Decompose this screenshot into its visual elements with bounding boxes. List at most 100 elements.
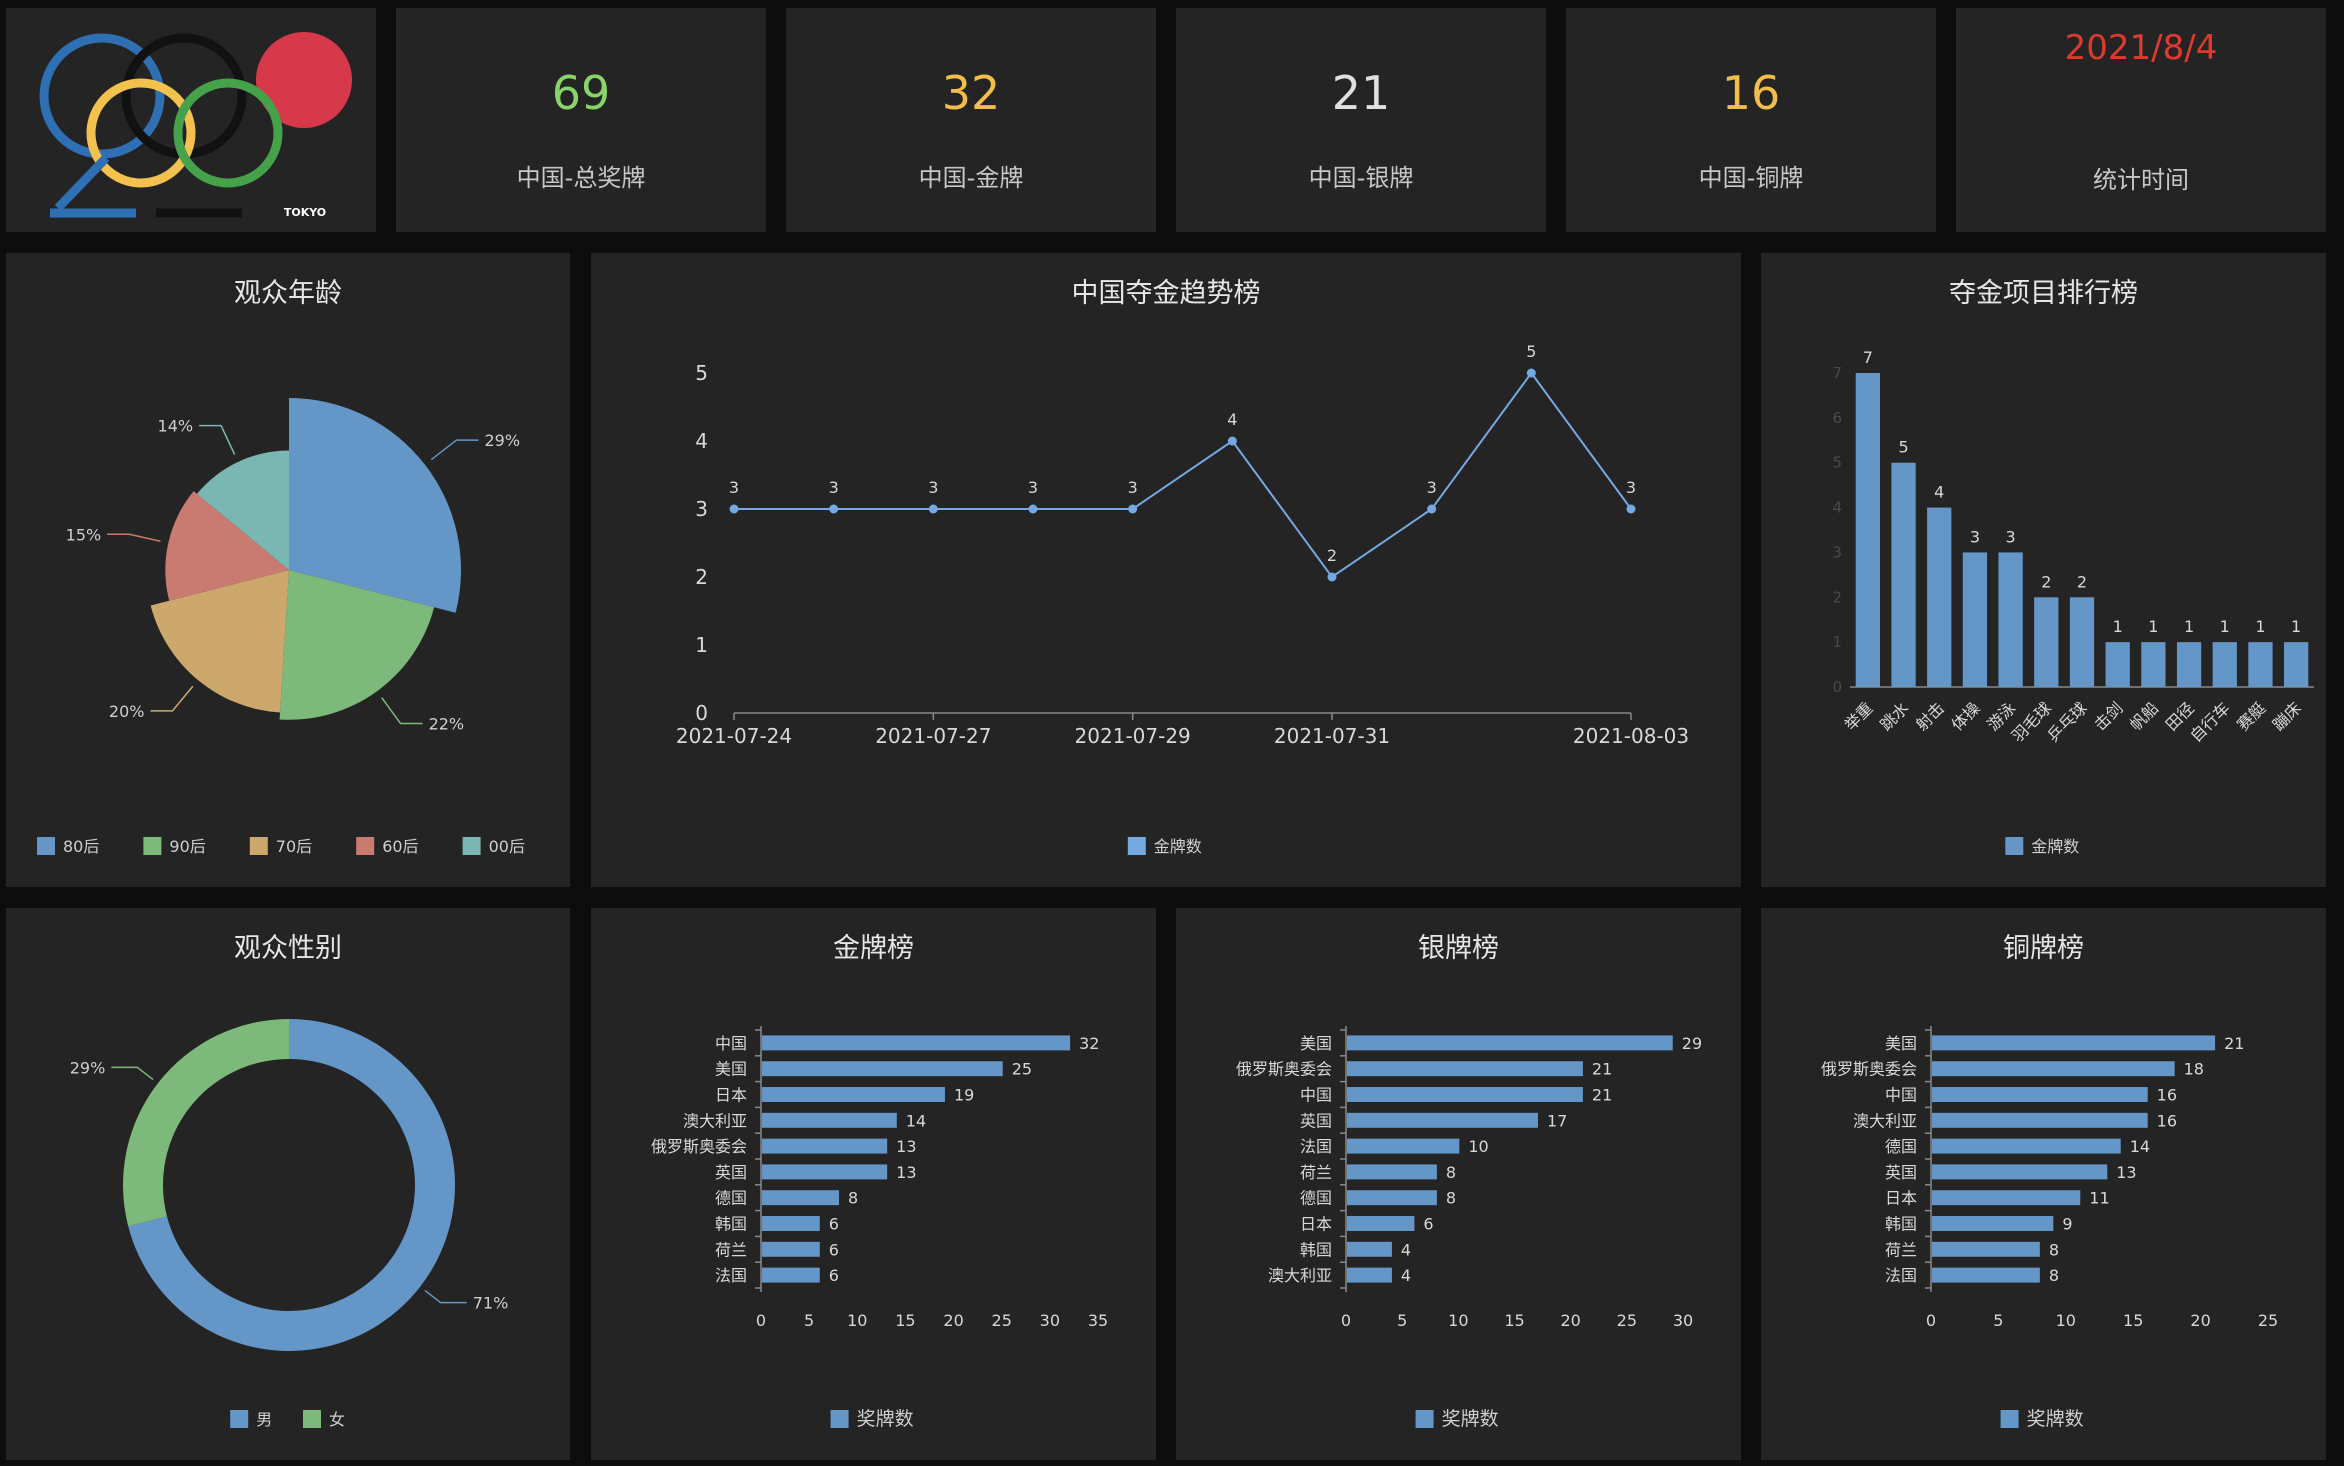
donut-label: 29% xyxy=(70,1058,106,1077)
trend-value-label: 5 xyxy=(1526,342,1536,361)
bar-value-label: 8 xyxy=(2049,1266,2059,1285)
medal-bar xyxy=(1347,1112,1538,1128)
x-tick-label: 20 xyxy=(2190,1311,2210,1330)
rose-slice xyxy=(279,570,435,720)
event-value-label: 3 xyxy=(2006,527,2016,546)
bronze-panel: 铜牌榜 美国 21 俄罗斯奥委会 18 中国 16 澳大利亚 16 德国 14 英国 13 日本 11 韩国… xyxy=(1761,908,2326,1460)
event-value-label: 5 xyxy=(1898,438,1908,457)
event-value-label: 1 xyxy=(2255,617,2265,636)
x-tick-label: 15 xyxy=(895,1311,915,1330)
bar-value-label: 17 xyxy=(1547,1111,1567,1130)
event-value-label: 1 xyxy=(2113,617,2123,636)
x-tick-label: 2021-07-27 xyxy=(875,724,991,748)
stat-gold-value: 32 xyxy=(941,66,1001,120)
event-category-label: 跳水 xyxy=(1876,698,1912,734)
bar-value-label: 14 xyxy=(2130,1137,2150,1156)
bar-category-label: 英国 xyxy=(1300,1111,1332,1130)
bar-category-label: 法国 xyxy=(1885,1266,1917,1285)
gender-panel: 观众性别 71% 29% 男 女 xyxy=(6,908,570,1460)
legend-swatch xyxy=(303,1410,321,1428)
rose-slice xyxy=(196,450,289,570)
legend-swatch xyxy=(2000,1410,2019,1428)
bar-category-label: 英国 xyxy=(715,1163,747,1182)
ring-black xyxy=(121,33,247,159)
y-tick-label: 7 xyxy=(1832,364,1842,382)
event-category-label: 击剑 xyxy=(2090,698,2126,734)
event-bar xyxy=(1927,507,1952,687)
bar-value-label: 6 xyxy=(1423,1215,1433,1234)
event-category-label: 羽毛球 xyxy=(2008,698,2055,745)
medal-bar xyxy=(762,1035,1071,1051)
bar-category-label: 德国 xyxy=(1300,1189,1332,1208)
trend-chart: 0 1 2 3 4 5 2021-07-24 2021-07-27 2021-07-29 2021… xyxy=(676,342,1689,856)
legend-swatch xyxy=(830,1410,849,1428)
medal-bar xyxy=(762,1241,820,1257)
bar-category-label: 美国 xyxy=(715,1060,747,1079)
legend-swatch xyxy=(2005,837,2024,855)
trend-value-label: 3 xyxy=(1128,478,1138,497)
x-tick-label: 10 xyxy=(2056,1311,2076,1330)
bar-category-label: 荷兰 xyxy=(715,1240,747,1259)
event-value-label: 3 xyxy=(1970,527,1980,546)
medal-bar xyxy=(1932,1138,2121,1154)
legend-swatch xyxy=(462,837,481,855)
rose-leader-line xyxy=(150,685,194,712)
stat-date-panel: 2021/8/4 统计时间 xyxy=(1956,8,2326,232)
rose-label: 14% xyxy=(158,417,194,436)
x-tick-label: 30 xyxy=(1040,1311,1060,1330)
bar-category-label: 澳大利亚 xyxy=(683,1111,747,1130)
x-tick-label: 2021-07-31 xyxy=(1274,724,1390,748)
y-tick-label: 3 xyxy=(695,497,708,521)
bar-category-label: 荷兰 xyxy=(1300,1163,1332,1182)
rose-label: 22% xyxy=(429,715,465,734)
trend-point xyxy=(1227,436,1237,446)
x-tick-label: 25 xyxy=(1617,1311,1637,1330)
gold-chart: 中国 32 美国 25 日本 19 澳大利亚 14 俄罗斯奥委会 13 英国 13 德国 8 韩国 6 荷兰 6 法… xyxy=(651,1026,1108,1430)
medal-bar xyxy=(1932,1241,2040,1257)
x-tick-label: 0 xyxy=(1341,1311,1351,1330)
x-tick-label: 15 xyxy=(1504,1311,1524,1330)
x-tick-label: 30 xyxy=(1673,1311,1693,1330)
bar-category-label: 英国 xyxy=(1885,1163,1917,1182)
medal-bar xyxy=(762,1061,1003,1077)
trend-value-label: 3 xyxy=(1427,478,1437,497)
x-tick-label: 5 xyxy=(1993,1311,2003,1330)
rose-slice xyxy=(165,491,289,601)
medal-bar xyxy=(1932,1164,2108,1180)
bar-value-label: 8 xyxy=(1446,1189,1456,1208)
medal-bar xyxy=(1347,1087,1583,1102)
trend-panel: 中国夺金趋势榜 0 1 2 3 4 5 2021-07-24 2021-07-27 2021-0… xyxy=(591,253,1741,887)
events-title: 夺金项目排行榜 xyxy=(1949,278,2138,309)
event-bar xyxy=(1998,552,2023,687)
event-value-label: 7 xyxy=(1863,348,1873,367)
event-category-label: 蹦床 xyxy=(2269,698,2305,734)
legend-swatch xyxy=(230,1410,249,1428)
bar-value-label: 4 xyxy=(1401,1240,1411,1259)
bar-value-label: 29 xyxy=(1682,1034,1702,1053)
x-tick-label: 20 xyxy=(1560,1311,1580,1330)
stat-date-label: 统计时间 xyxy=(2093,166,2189,194)
bar-category-label: 俄罗斯奥委会 xyxy=(1821,1060,1917,1079)
y-tick-label: 0 xyxy=(695,701,708,725)
bar-category-label: 中国 xyxy=(715,1034,747,1053)
trend-value-label: 3 xyxy=(1028,478,1038,497)
stat-gold-panel: 32 中国-金牌 xyxy=(786,8,1156,232)
event-value-label: 1 xyxy=(2184,617,2194,636)
legend-swatch xyxy=(1127,837,1146,855)
event-bar xyxy=(2069,597,2095,687)
y-tick-label: 5 xyxy=(1832,454,1842,472)
event-category-label: 体操 xyxy=(1948,698,1984,734)
y-tick-label: 4 xyxy=(1832,499,1842,517)
legend-swatch xyxy=(143,837,162,855)
trend-point xyxy=(1526,368,1536,378)
event-value-label: 1 xyxy=(2148,617,2158,636)
bar-category-label: 澳大利亚 xyxy=(1268,1266,1332,1285)
bar-value-label: 13 xyxy=(896,1163,916,1182)
stat-total-label: 中国-总奖牌 xyxy=(516,164,646,192)
age-panel: 观众年龄 29% 22% 20% 15% 14% 80后 90后 70后 60后 00后 xyxy=(6,253,570,887)
event-bar xyxy=(1962,552,1988,687)
rose-leader-line xyxy=(199,424,236,455)
age-title: 观众年龄 xyxy=(234,278,342,309)
event-category-label: 射击 xyxy=(1912,698,1948,734)
medal-bar xyxy=(1347,1138,1460,1154)
